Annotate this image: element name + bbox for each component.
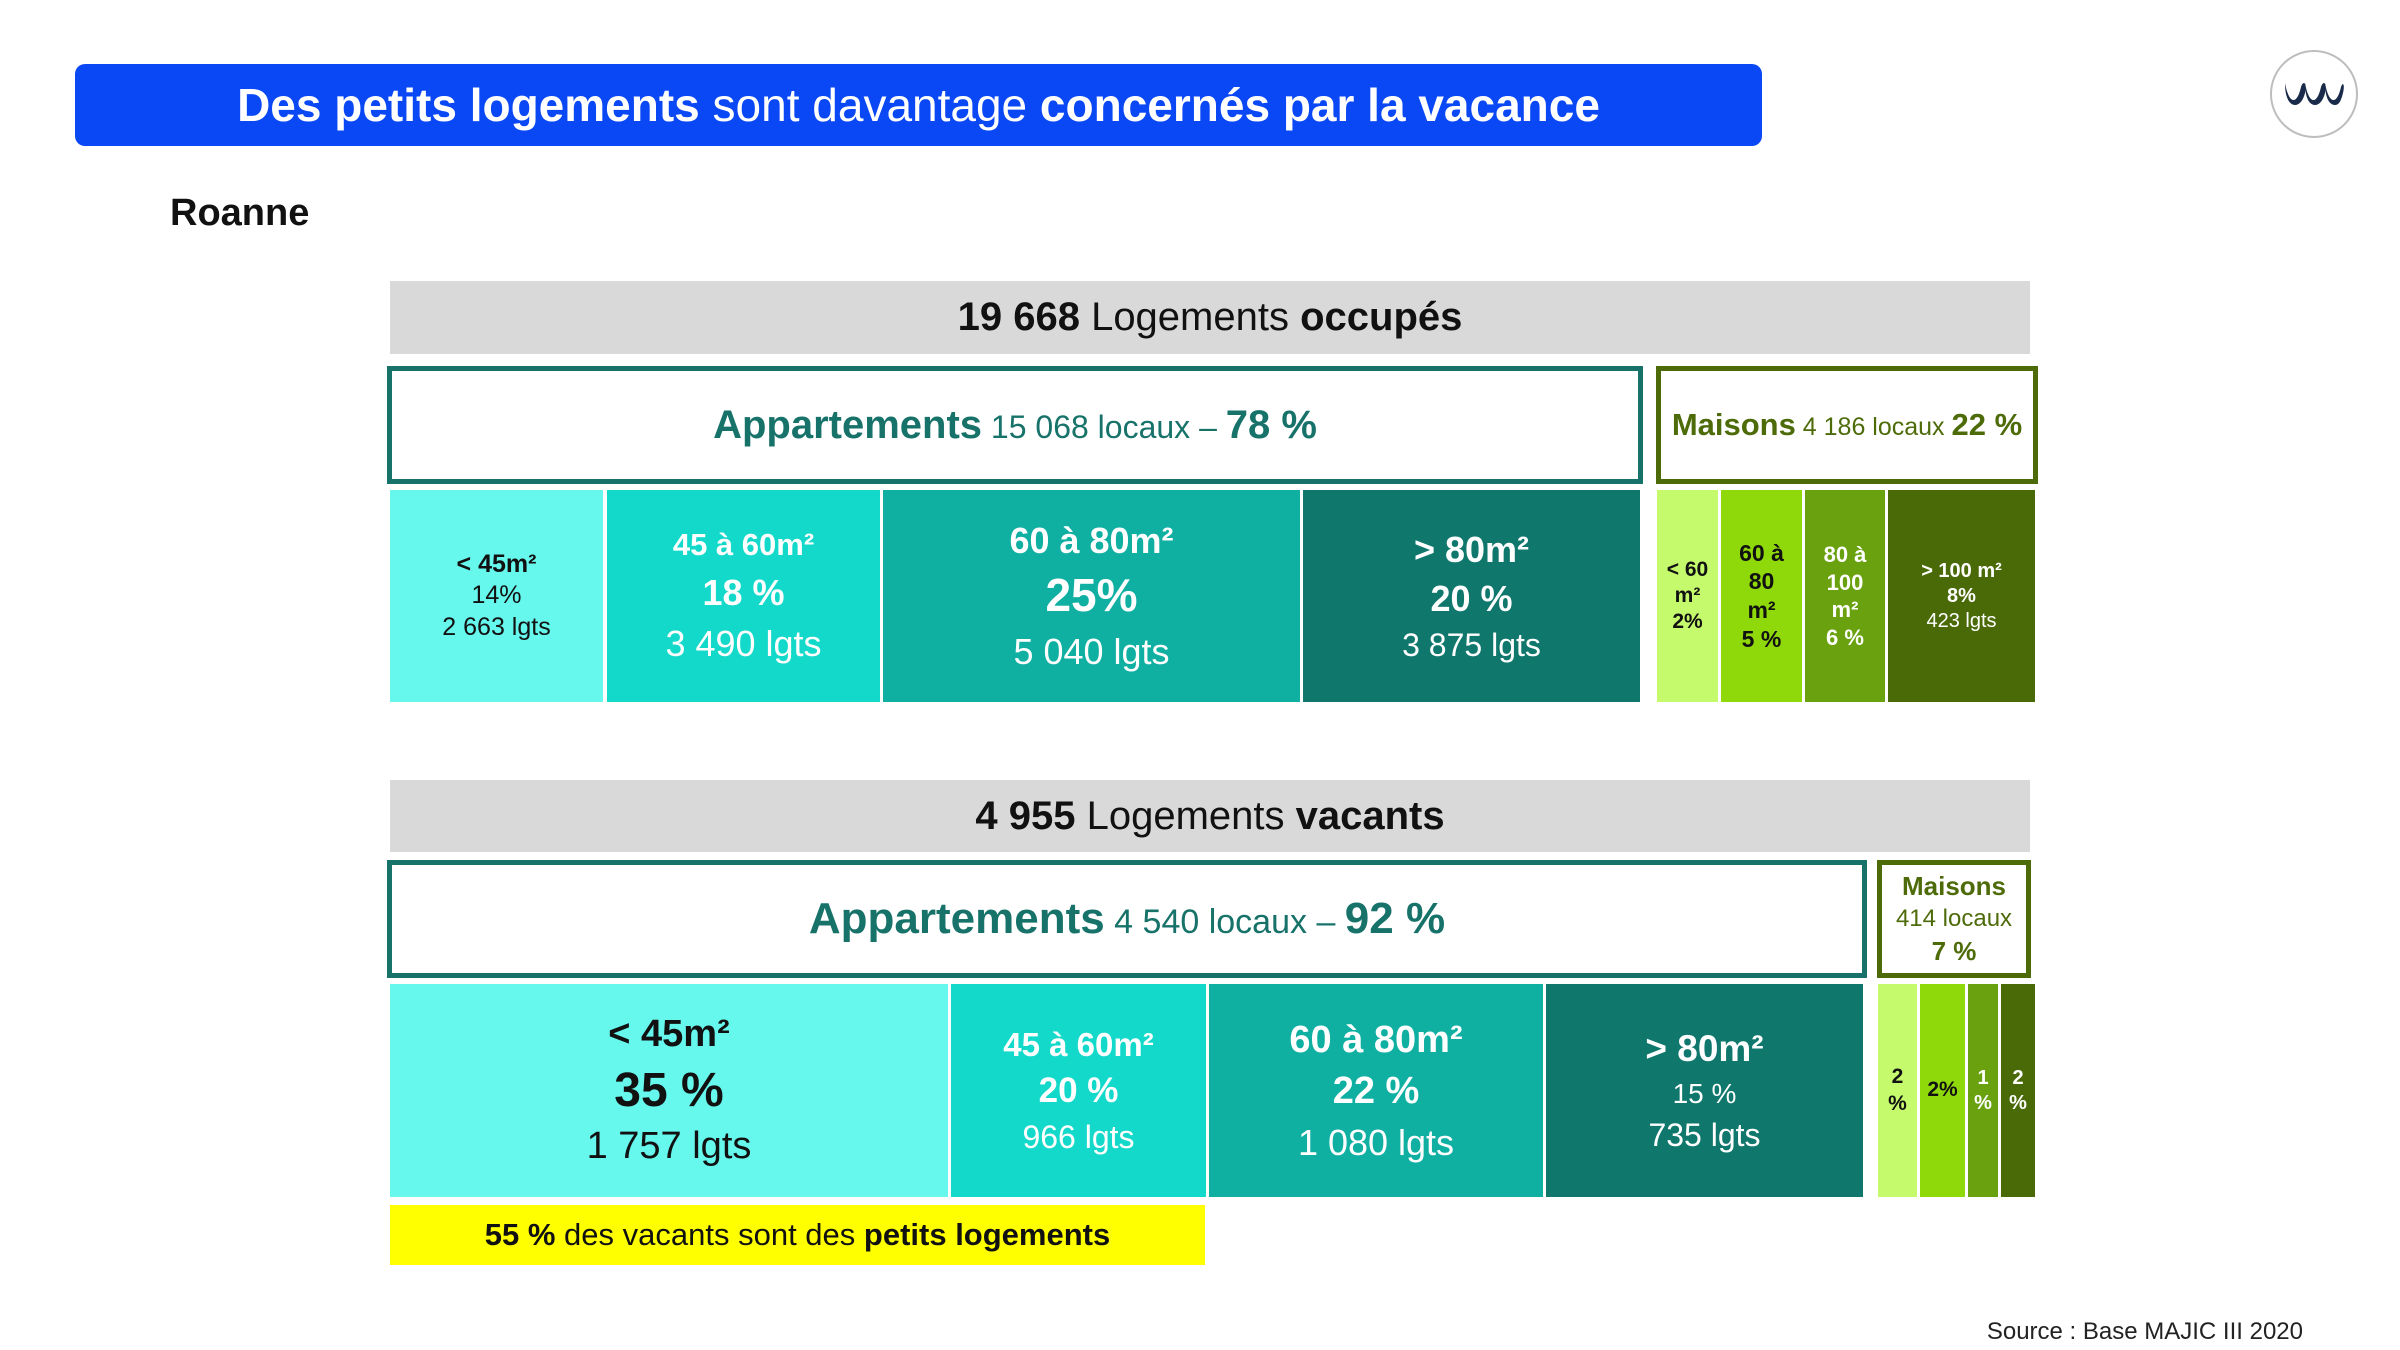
highlight-pct: 55 % bbox=[484, 1217, 556, 1252]
occupied-houses-pct: 22 % bbox=[1951, 407, 2023, 442]
title-part-regular: sont davantage bbox=[699, 79, 1040, 131]
cell-unit: % bbox=[1974, 1091, 1992, 1114]
cell-count: 423 lgts bbox=[1926, 609, 1997, 632]
occupied-header-bold: occupés bbox=[1300, 295, 1463, 339]
cell-size: < 60 bbox=[1666, 557, 1709, 581]
vacant-apartments-detail: 4 540 locaux – bbox=[1104, 903, 1345, 941]
cell-pct: 20 % bbox=[1038, 1071, 1119, 1111]
vacant-header-text: Logements bbox=[1075, 793, 1296, 838]
vacant-apartments-pct: 92 % bbox=[1344, 894, 1446, 943]
occupied-houses-detail: 4 186 locaux bbox=[1795, 413, 1952, 441]
title-part-bold-2: concernés par la vacance bbox=[1039, 79, 1600, 131]
highlight-text: des vacants sont des bbox=[555, 1217, 864, 1252]
vacant-house-4: 2 % bbox=[2001, 984, 2035, 1197]
vacant-houses-label: Maisons bbox=[1901, 870, 2007, 901]
cell-size: 60 à 80m² bbox=[1289, 1018, 1463, 1061]
cell-size: < 45m² bbox=[608, 1013, 730, 1055]
page-title: Des petits logements sont davantage conc… bbox=[75, 64, 1762, 146]
cell-size: > 100 m² bbox=[1921, 559, 2002, 582]
cell-unit: m² bbox=[1831, 597, 1859, 622]
vacant-houses-frame: Maisons 414 locaux 7 % bbox=[1877, 860, 2031, 978]
cell-pct: 35 % bbox=[614, 1063, 724, 1117]
vacant-apartments-label: Appartements bbox=[808, 894, 1105, 943]
vacant-houses-pct: 7 % bbox=[1931, 935, 1977, 966]
source-note: Source : Base MAJIC III 2020 bbox=[1986, 1318, 2303, 1345]
cell-size: 45 à 60m² bbox=[1003, 1026, 1154, 1063]
cell-size: > 80m² bbox=[1413, 529, 1530, 570]
occupied-apt-gt80: > 80m² 20 % 3 875 lgts bbox=[1303, 490, 1640, 702]
vacant-apt-60-80: 60 à 80m² 22 % 1 080 lgts bbox=[1209, 984, 1543, 1197]
occupied-apartments-label: Appartements bbox=[713, 402, 983, 447]
vacant-highlight-banner: 55 % des vacants sont des petits logemen… bbox=[390, 1205, 1205, 1265]
cell-pct: 2% bbox=[1672, 610, 1703, 634]
cell-pct: 8% bbox=[1947, 584, 1976, 607]
cell-count: 5 040 lgts bbox=[1013, 630, 1170, 672]
cell-pct: 5 % bbox=[1741, 625, 1782, 652]
cell-size-to: 100 bbox=[1826, 569, 1864, 595]
cell-pct: 25% bbox=[1045, 569, 1138, 622]
cell-size-from: 60 à bbox=[1739, 539, 1784, 566]
cell-value: 1 bbox=[1977, 1066, 1989, 1089]
occupied-houses-label: Maisons bbox=[1671, 407, 1796, 442]
occupied-apt-lt45: < 45m² 14% 2 663 lgts bbox=[390, 490, 603, 702]
occupied-count: 19 668 bbox=[957, 295, 1080, 339]
cell-pct: 6 % bbox=[1826, 624, 1864, 650]
cell-pct: 14% bbox=[471, 581, 522, 610]
cell-count: 1 080 lgts bbox=[1297, 1121, 1455, 1163]
cell-unit: m² bbox=[1747, 597, 1776, 623]
highlight-bold: petits logements bbox=[863, 1217, 1111, 1252]
cell-count: 3 875 lgts bbox=[1402, 627, 1541, 663]
cell-count: 2 663 lgts bbox=[442, 612, 551, 641]
vacant-house-2: 2% bbox=[1920, 984, 1965, 1197]
vacant-apt-gt80: > 80m² 15 % 735 lgts bbox=[1546, 984, 1863, 1197]
vacant-header-bold: vacants bbox=[1295, 793, 1445, 838]
cell-count: 735 lgts bbox=[1648, 1117, 1761, 1154]
cell-unit: % bbox=[1888, 1091, 1907, 1115]
occupied-house-lt60: < 60 m² 2% bbox=[1657, 490, 1718, 702]
vacant-apt-lt45: < 45m² 35 % 1 757 lgts bbox=[390, 984, 948, 1197]
vacant-house-3: 1 % bbox=[1968, 984, 1998, 1197]
cell-size: 60 à 80m² bbox=[1009, 520, 1174, 562]
cell-unit: m² bbox=[1674, 583, 1701, 607]
occupied-house-gt100: > 100 m² 8% 423 lgts bbox=[1888, 490, 2035, 702]
occupied-house-80-100: 80 à 100 m² 6 % bbox=[1805, 490, 1885, 702]
city-label: Roanne bbox=[170, 192, 310, 234]
cell-count: 1 757 lgts bbox=[586, 1124, 752, 1167]
vacant-houses-detail: 414 locaux bbox=[1895, 905, 2013, 933]
vacant-house-1: 2 % bbox=[1878, 984, 1917, 1197]
occupied-header-text: Logements bbox=[1079, 295, 1301, 339]
cell-size: < 45m² bbox=[456, 550, 537, 579]
cell-value: 2 bbox=[2012, 1066, 2024, 1089]
occupied-apt-45-60: 45 à 60m² 18 % 3 490 lgts bbox=[607, 490, 880, 702]
cell-size: > 80m² bbox=[1645, 1027, 1764, 1069]
cell-count: 966 lgts bbox=[1022, 1119, 1135, 1155]
vacant-apartments-frame: Appartements 4 540 locaux – 92 % bbox=[387, 860, 1867, 978]
wave-logo-icon bbox=[2270, 50, 2358, 138]
cell-value: 2% bbox=[1927, 1078, 1958, 1102]
cell-pct: 15 % bbox=[1672, 1078, 1737, 1110]
occupied-apartments-frame: Appartements 15 068 locaux – 78 % bbox=[387, 366, 1643, 484]
occupied-apartments-detail: 15 068 locaux – bbox=[982, 408, 1226, 445]
occupied-house-60-80: 60 à 80 m² 5 % bbox=[1721, 490, 1802, 702]
vacant-apt-45-60: 45 à 60m² 20 % 966 lgts bbox=[951, 984, 1206, 1197]
cell-pct: 22 % bbox=[1332, 1070, 1420, 1112]
cell-pct: 18 % bbox=[702, 572, 785, 614]
occupied-apt-60-80: 60 à 80m² 25% 5 040 lgts bbox=[883, 490, 1300, 702]
occupied-apartments-pct: 78 % bbox=[1225, 402, 1317, 447]
vacant-header: 4 955 Logements vacants bbox=[390, 780, 2030, 852]
occupied-header: 19 668 Logements occupés bbox=[390, 281, 2030, 354]
cell-pct: 20 % bbox=[1430, 578, 1513, 619]
cell-count: 3 490 lgts bbox=[665, 623, 822, 665]
occupied-houses-frame: Maisons 4 186 locaux 22 % bbox=[1656, 366, 2038, 484]
cell-size: 45 à 60m² bbox=[672, 526, 815, 562]
title-part-bold-1: Des petits logements bbox=[237, 79, 700, 131]
cell-unit: % bbox=[2009, 1091, 2027, 1114]
cell-size-to: 80 bbox=[1748, 568, 1775, 595]
cell-size-from: 80 à bbox=[1823, 542, 1867, 567]
vacant-count: 4 955 bbox=[975, 793, 1076, 838]
cell-value: 2 bbox=[1891, 1065, 1904, 1089]
